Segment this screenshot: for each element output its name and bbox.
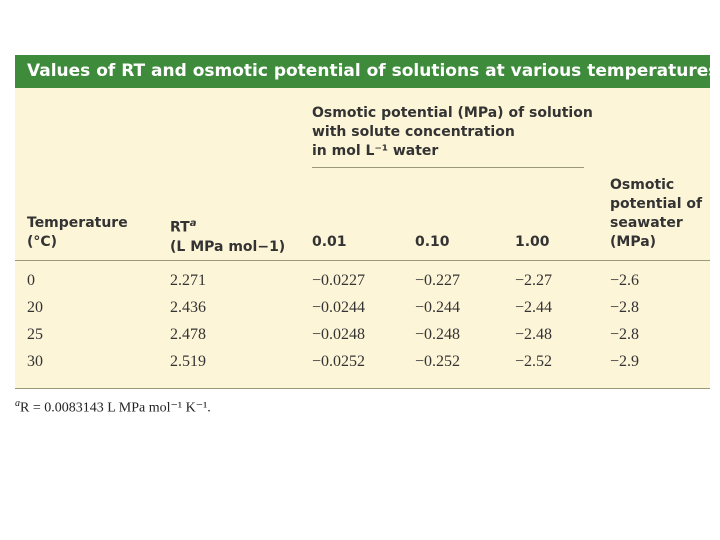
column-header: RTa (L MPa mol−1)	[170, 214, 285, 257]
column-header-text: (MPa)	[610, 234, 657, 250]
table-cell: −0.227	[415, 272, 461, 289]
footnote-text: R = 0.0083143 L MPa mol⁻¹ K⁻¹.	[20, 400, 211, 416]
table-cell: −0.252	[415, 353, 461, 370]
column-header-text: 1.00	[515, 234, 550, 250]
table-cell: −0.0227	[312, 272, 366, 289]
table-cell: −2.9	[610, 353, 640, 370]
group-header-line: in mol L⁻¹ water	[312, 143, 439, 159]
table-cell: −0.244	[415, 299, 461, 316]
header-rule	[15, 260, 710, 261]
column-header: Temperature (°C)	[27, 214, 128, 252]
table-cell: 25	[27, 326, 43, 343]
column-header-line: 1.00	[515, 233, 550, 252]
column-header-line: Temperature	[27, 214, 128, 233]
group-rule	[312, 167, 584, 168]
column-header-text: potential of	[610, 196, 703, 212]
table-cell: −0.0244	[312, 299, 366, 316]
table-cell: −2.44	[515, 299, 553, 316]
footnote-marker: a	[15, 398, 20, 409]
footnote: aR = 0.0083143 L MPa mol⁻¹ K⁻¹.	[15, 398, 211, 417]
column-header-text: Temperature	[27, 215, 128, 231]
column-header-text: Osmotic	[610, 177, 675, 193]
table-cell: −0.248	[415, 326, 461, 343]
column-header-line: potential of	[610, 195, 702, 214]
column-header-text: 0.01	[312, 234, 347, 250]
footnote-marker: a	[189, 218, 197, 229]
table-cell: −2.8	[610, 299, 640, 316]
column-header: 0.01	[312, 233, 347, 252]
column-header-line: seawater	[610, 214, 702, 233]
column-header-line: (MPa)	[610, 233, 702, 252]
group-header-line: with solute concentration	[312, 124, 515, 140]
column-header-line: (L MPa mol−1)	[170, 238, 285, 257]
table-cell: 30	[27, 353, 43, 370]
column-header-text: (°C)	[27, 234, 58, 250]
column-header-text: 0.10	[415, 234, 450, 250]
column-header-line: Osmotic	[610, 176, 702, 195]
table-cell: 20	[27, 299, 43, 316]
table: Osmotic potential (MPa) of solution with …	[15, 88, 710, 389]
table-cell: 2.519	[170, 353, 206, 370]
table-cell: −2.27	[515, 272, 553, 289]
column-header-line: 0.10	[415, 233, 450, 252]
title: Values of RT and osmotic potential of so…	[27, 61, 719, 81]
table-cell: −0.0252	[312, 353, 366, 370]
title-bar: Values of RT and osmotic potential of so…	[15, 55, 718, 88]
table-cell: −2.52	[515, 353, 553, 370]
table-cell: −0.0248	[312, 326, 366, 343]
column-header-line: 0.01	[312, 233, 347, 252]
column-header-text: (L MPa mol−1)	[170, 238, 286, 255]
table-cell: 2.478	[170, 326, 206, 343]
column-header-text: RT	[170, 219, 190, 236]
table-cell: −2.48	[515, 326, 553, 343]
column-header: Osmotic potential of seawater (MPa)	[610, 176, 702, 252]
table-cell: 2.436	[170, 299, 206, 316]
table-cell: 0	[27, 272, 35, 289]
group-header-line: Osmotic potential (MPa) of solution	[312, 105, 593, 121]
column-header-line: RTa	[170, 214, 285, 238]
column-header-text: seawater	[610, 215, 683, 231]
table-cell: 2.271	[170, 272, 206, 289]
table-cell: −2.8	[610, 326, 640, 343]
column-header: 1.00	[515, 233, 550, 252]
table-cell: −2.6	[610, 272, 640, 289]
column-header: 0.10	[415, 233, 450, 252]
group-header: Osmotic potential (MPa) of solution with …	[312, 104, 593, 161]
column-header-line: (°C)	[27, 233, 128, 252]
